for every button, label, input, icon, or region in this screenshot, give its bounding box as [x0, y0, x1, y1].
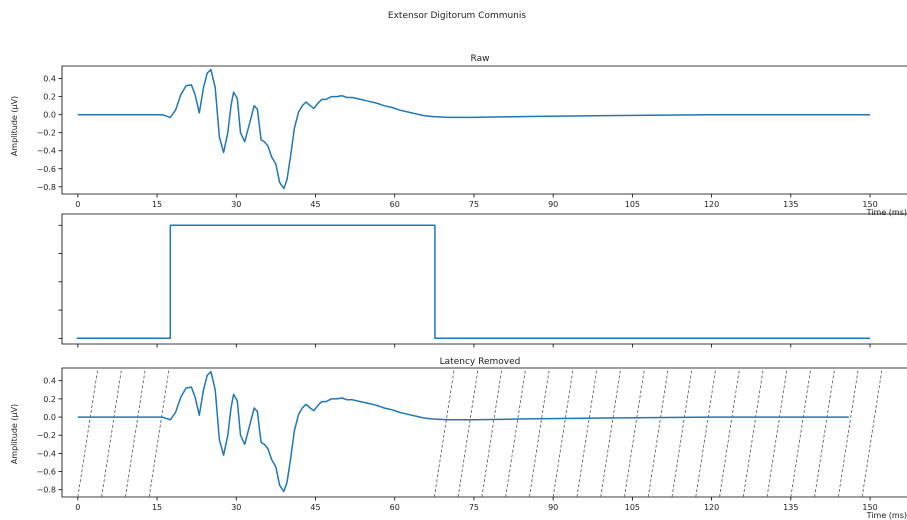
raw-panel-xlabel: Time (ms) — [866, 208, 907, 217]
raw-y-tick-label: 0.0 — [43, 111, 56, 120]
raw-panel-ylabel: Amplitude (μV) — [10, 96, 19, 156]
latency-removed-dashed-mark — [647, 367, 669, 498]
latency-removed-panel: Latency Removed Time (ms) Amplitude (μV)… — [10, 357, 907, 520]
latency-removed-x-tick-label: 45 — [310, 503, 320, 512]
raw-axes-frame — [61, 65, 907, 195]
latency-removed-x-tick-label: 60 — [390, 503, 400, 512]
latency-removed-x-tick-label: 90 — [548, 503, 558, 512]
raw-x-tick-label: 15 — [152, 200, 162, 209]
raw-panel: Raw Time (ms) Amplitude (μV) 0 15 30 45 60 75… — [10, 54, 907, 217]
raw-x-tick-label: 120 — [704, 200, 719, 209]
latency-removed-dashed-mark — [505, 367, 527, 498]
latency-removed-dashed-mark — [481, 367, 503, 498]
latency-removed-dashed-mark — [861, 367, 883, 498]
latency-removed-dashed-mark — [101, 367, 123, 498]
latency-removed-y-tick-label: −0.8 — [37, 486, 56, 495]
latency-removed-dashed-mark — [552, 367, 574, 498]
latency-removed-dashed-mark — [433, 367, 455, 498]
latency-removed-dashed-mark — [576, 367, 598, 498]
latency-removed-x-tick-label: 15 — [152, 503, 162, 512]
gate-axes-frame — [61, 213, 907, 345]
latency-removed-y-tick-label: −0.2 — [37, 431, 56, 440]
latency-removed-x-tick-label: 105 — [625, 503, 640, 512]
latency-removed-dashed-mark — [148, 367, 170, 498]
raw-panel-title: Raw — [471, 54, 490, 64]
raw-x-tick-label: 45 — [310, 200, 320, 209]
gate-panel — [58, 213, 907, 348]
raw-series-line — [77, 68, 870, 190]
raw-y-tick-label: −0.2 — [37, 129, 56, 138]
latency-removed-dashed-mark — [742, 367, 764, 498]
raw-x-tick-label: 90 — [548, 200, 558, 209]
latency-removed-y-tick-label: −0.6 — [37, 468, 56, 477]
raw-y-tick-label: −0.8 — [37, 183, 56, 192]
latency-removed-axes-frame — [61, 367, 907, 498]
latency-removed-dashed-mark — [837, 367, 859, 498]
latency-removed-y-tick-label: 0.4 — [43, 377, 56, 386]
raw-x-tick-label: 105 — [625, 200, 640, 209]
latency-removed-dashed-mark — [457, 367, 479, 498]
latency-removed-panel-title: Latency Removed — [440, 357, 521, 367]
latency-removed-x-tick-label: 0 — [75, 503, 80, 512]
latency-removed-panel-xlabel: Time (ms) — [866, 511, 907, 520]
raw-x-tick-label: 150 — [862, 200, 877, 209]
latency-removed-dashed-mark — [719, 367, 740, 498]
latency-removed-dashed-mark — [695, 367, 717, 498]
latency-removed-dashed-mark — [124, 367, 146, 498]
raw-x-tick-label: 0 — [75, 200, 80, 209]
latency-removed-dashed-mark — [528, 367, 550, 498]
raw-y-tick-label: −0.6 — [37, 165, 56, 174]
latency-removed-x-tick-label: 30 — [231, 503, 241, 512]
latency-removed-x-tick-label: 150 — [862, 503, 877, 512]
raw-x-tick-label: 135 — [783, 200, 798, 209]
latency-removed-dashed-mark — [600, 367, 622, 498]
latency-removed-dashed-mark — [77, 367, 99, 498]
latency-removed-x-tick-label: 135 — [783, 503, 798, 512]
raw-y-tick-label: −0.4 — [37, 147, 56, 156]
gate-series-line — [76, 224, 870, 340]
latency-removed-x-tick-label: 75 — [469, 503, 479, 512]
latency-removed-y-tick-label: −0.4 — [37, 449, 56, 458]
raw-y-tick-label: 0.2 — [43, 93, 56, 102]
figure-title: Extensor Digitorum Communis — [388, 11, 526, 21]
latency-removed-dashed-mark — [671, 367, 693, 498]
latency-removed-dashed-mark — [814, 367, 836, 498]
latency-removed-dashed-mark — [624, 367, 645, 498]
latency-removed-dashed-mark — [790, 367, 812, 498]
raw-y-tick-label: 0.4 — [43, 75, 56, 84]
raw-x-tick-label: 75 — [469, 200, 479, 209]
latency-removed-y-tick-label: 0.2 — [43, 395, 56, 404]
raw-x-tick-label: 60 — [390, 200, 400, 209]
latency-removed-y-tick-label: 0.0 — [43, 413, 56, 422]
latency-removed-x-tick-label: 120 — [704, 503, 719, 512]
latency-removed-panel-ylabel: Amplitude (μV) — [10, 404, 19, 464]
raw-x-tick-label: 30 — [231, 200, 241, 209]
latency-removed-dashed-mark — [766, 367, 788, 498]
latency-removed-series-line — [77, 370, 849, 493]
